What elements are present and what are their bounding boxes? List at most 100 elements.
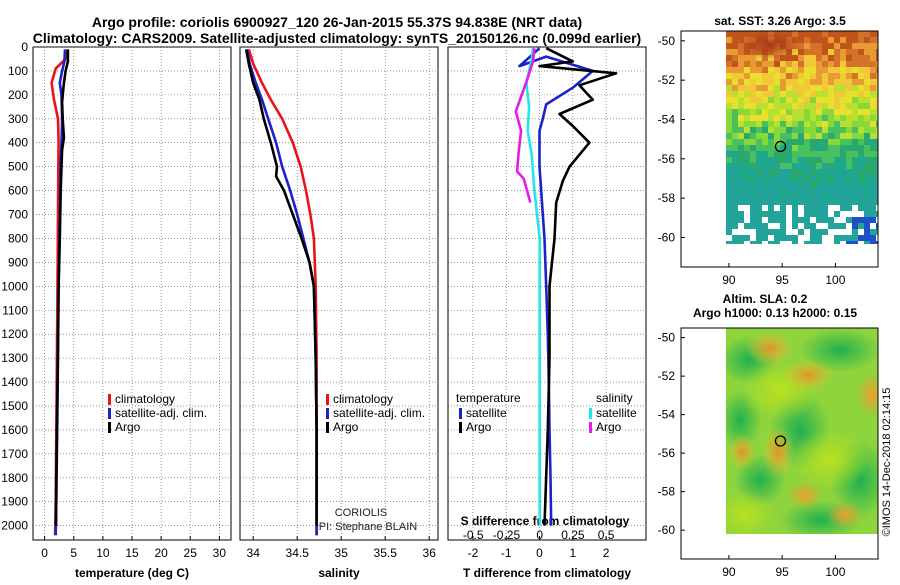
sst-cell bbox=[822, 241, 828, 244]
sst-cell bbox=[732, 175, 738, 181]
sst-cell bbox=[816, 97, 822, 103]
sst-cell bbox=[786, 157, 792, 163]
sst-cell bbox=[834, 229, 840, 235]
sst-cell bbox=[804, 187, 810, 193]
sst-cell bbox=[810, 223, 816, 229]
sst-cell bbox=[852, 31, 858, 37]
sst-cell bbox=[876, 187, 878, 193]
sst-cell bbox=[876, 103, 878, 109]
sst-cell bbox=[876, 97, 878, 103]
sst-cell bbox=[792, 67, 798, 73]
sst-cell bbox=[780, 193, 786, 199]
sst-cell bbox=[840, 31, 846, 37]
sst-cell bbox=[726, 217, 732, 223]
sst-cell bbox=[810, 163, 816, 169]
sst-cell bbox=[858, 133, 864, 139]
sst-cell bbox=[816, 127, 822, 133]
sst-cell bbox=[846, 43, 852, 49]
sst-cell bbox=[822, 43, 828, 49]
sst-cell bbox=[786, 235, 792, 241]
sst-cell bbox=[822, 37, 828, 43]
sst-cell bbox=[786, 217, 792, 223]
sst-cell bbox=[852, 151, 858, 157]
sst-cell bbox=[792, 121, 798, 127]
sst-cell bbox=[750, 229, 756, 235]
sst-cell bbox=[810, 151, 816, 157]
sst-cell bbox=[726, 133, 732, 139]
sst-cell bbox=[798, 91, 804, 97]
depth-tick-label: 300 bbox=[8, 112, 28, 126]
sst-cell bbox=[732, 85, 738, 91]
sst-cell bbox=[738, 151, 744, 157]
sst-cell bbox=[876, 211, 878, 217]
sst-cell bbox=[852, 223, 858, 229]
sst-cell bbox=[756, 157, 762, 163]
sst-cell bbox=[780, 67, 786, 73]
sst-cell bbox=[816, 121, 822, 127]
sst-cell bbox=[846, 79, 852, 85]
sst-cell bbox=[780, 175, 786, 181]
sst-cell bbox=[870, 163, 876, 169]
sst-cell bbox=[750, 205, 756, 211]
sst-cell bbox=[786, 103, 792, 109]
sst-cell bbox=[846, 187, 852, 193]
sst-cell bbox=[750, 193, 756, 199]
sst-cell bbox=[750, 139, 756, 145]
sst-cell bbox=[792, 109, 798, 115]
sst-cell bbox=[846, 163, 852, 169]
sst-cell bbox=[744, 55, 750, 61]
sst-cell bbox=[774, 61, 780, 67]
sst-cell bbox=[822, 151, 828, 157]
sst-cell bbox=[786, 133, 792, 139]
sst-cell bbox=[744, 31, 750, 37]
sst-cell bbox=[792, 181, 798, 187]
sst-cell bbox=[798, 211, 804, 217]
sst-cell bbox=[834, 73, 840, 79]
sst_map-ytick-label: -52 bbox=[658, 73, 676, 87]
sst-cell bbox=[738, 79, 744, 85]
sst-cell bbox=[840, 163, 846, 169]
sst-cell bbox=[876, 79, 878, 85]
sst-cell bbox=[768, 223, 774, 229]
sst-cell bbox=[876, 91, 878, 97]
sst-cell bbox=[726, 43, 732, 49]
salinity-xlabel: salinity bbox=[318, 566, 360, 580]
sst-cell bbox=[726, 91, 732, 97]
sst-cell bbox=[804, 145, 810, 151]
sst-cell bbox=[810, 91, 816, 97]
sst-cell bbox=[750, 127, 756, 133]
sst-cell bbox=[870, 169, 876, 175]
sst-cell bbox=[738, 55, 744, 61]
sst-cell bbox=[822, 205, 828, 211]
sst-cell bbox=[768, 193, 774, 199]
sst-cell bbox=[846, 169, 852, 175]
sst-cell bbox=[852, 115, 858, 121]
sst-cell bbox=[798, 193, 804, 199]
sst-cell bbox=[804, 217, 810, 223]
sst-cell bbox=[762, 85, 768, 91]
sst-cell bbox=[768, 73, 774, 79]
sst-cell bbox=[768, 85, 774, 91]
sst-cell bbox=[774, 181, 780, 187]
sst-cell bbox=[804, 85, 810, 91]
sst-cell bbox=[762, 235, 768, 241]
sst-cell bbox=[852, 133, 858, 139]
sst-cell bbox=[744, 127, 750, 133]
sst-cell bbox=[816, 37, 822, 43]
sst-cell bbox=[828, 31, 834, 37]
sst-cell bbox=[852, 217, 858, 223]
sst-cell bbox=[726, 163, 732, 169]
sst-cell bbox=[810, 109, 816, 115]
sst-cell bbox=[870, 79, 876, 85]
sst-map: sat. SST: 3.26 Argo: 3.5 -50 -52 -54 -56 -58 -… bbox=[658, 14, 879, 287]
sst-cell bbox=[726, 235, 732, 241]
sst-cell bbox=[732, 199, 738, 205]
sst-cell bbox=[846, 199, 852, 205]
sst-cell bbox=[864, 163, 870, 169]
sst-cell bbox=[804, 79, 810, 85]
title-line-1: Argo profile: coriolis 6900927_120 26-Ja… bbox=[92, 14, 582, 30]
sst-cell bbox=[792, 193, 798, 199]
sst_map-ytick-label: -56 bbox=[658, 152, 676, 166]
